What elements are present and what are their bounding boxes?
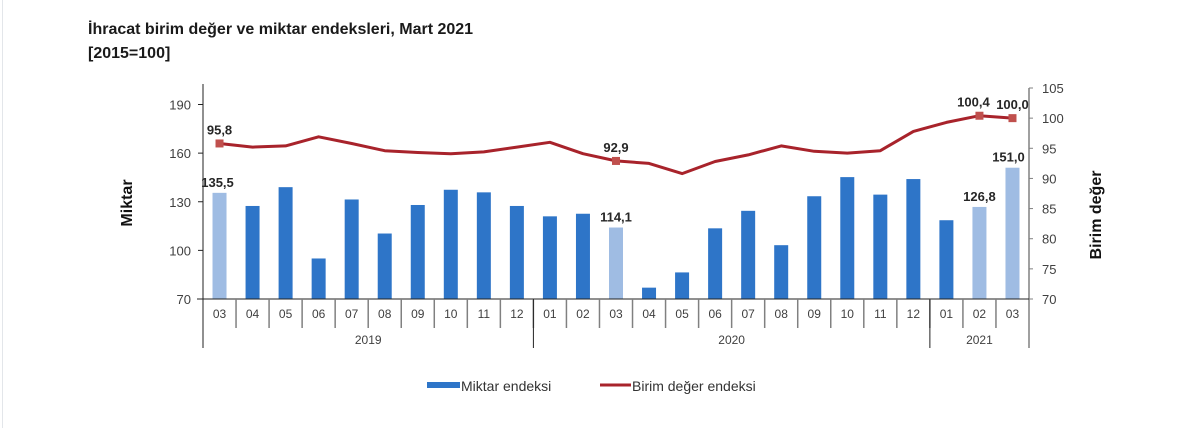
bar-8: [476, 192, 491, 299]
month-label: 09: [808, 307, 822, 321]
right-tick-label: 90: [1042, 171, 1056, 186]
right-tick-label: 80: [1042, 232, 1056, 247]
month-label: 05: [675, 307, 689, 321]
chart-subtitle: [2015=100]: [88, 45, 171, 62]
legend-bar-swatch: [427, 382, 460, 388]
bar-4: [344, 199, 359, 299]
right-tick-label: 70: [1042, 292, 1056, 307]
line-value-label: 95,8: [207, 122, 232, 137]
right-tick-label: 85: [1042, 202, 1056, 217]
right-tick-label: 100: [1042, 111, 1064, 126]
bar-value-label: 151,0: [992, 150, 1025, 165]
month-label: 11: [478, 307, 491, 321]
month-label: 10: [841, 307, 855, 321]
month-label: 08: [775, 307, 789, 321]
line-series-birim-deger: [215, 111, 1017, 176]
month-label: 07: [345, 307, 359, 321]
left-tick-label: 70: [177, 292, 191, 307]
month-label: 01: [543, 307, 557, 321]
bar-14: [675, 272, 690, 299]
bar-16: [741, 210, 756, 299]
bar-22: [939, 220, 954, 299]
year-label: 2020: [718, 333, 745, 347]
month-label: 02: [576, 307, 590, 321]
bar-13: [642, 287, 657, 299]
left-tick-label: 100: [169, 243, 191, 258]
bar-21: [906, 179, 921, 299]
bar-10: [542, 216, 557, 299]
month-label: 12: [510, 307, 524, 321]
bar-7: [443, 189, 458, 299]
bar-12: [609, 227, 623, 299]
bar-9: [509, 205, 524, 299]
bar-1: [245, 205, 260, 299]
bar-6: [410, 204, 425, 299]
right-tick-label: 75: [1042, 262, 1056, 277]
line-marker: [612, 156, 620, 165]
line-marker: [1008, 114, 1017, 123]
month-label: 03: [1006, 307, 1020, 321]
right-tick-label: 105: [1042, 81, 1064, 96]
line-value-label: 100,0: [996, 97, 1029, 112]
year-label: 2019: [355, 333, 382, 347]
month-label: 12: [907, 307, 921, 321]
legend-label-birim-deger: Birim değer endeksi: [632, 378, 756, 394]
bar-5: [377, 233, 392, 299]
month-label: 03: [213, 307, 227, 321]
month-label: 04: [246, 307, 260, 321]
month-label: 04: [642, 307, 656, 321]
left-tick-label: 190: [169, 98, 191, 113]
bar-0: [212, 192, 227, 299]
bar-17: [774, 245, 789, 299]
right-axis-title: Birim değer: [1088, 171, 1105, 260]
month-label: 01: [940, 307, 954, 321]
left-tick-label: 160: [169, 146, 191, 161]
bar-11: [575, 213, 590, 299]
bar-23: [972, 206, 987, 299]
right-tick-label: 95: [1042, 141, 1056, 156]
month-label: 03: [609, 307, 623, 321]
bar-series-miktar: [212, 167, 1020, 299]
bar-20: [873, 194, 888, 299]
bar-15: [708, 228, 723, 299]
left-axis-title: Miktar: [119, 179, 136, 226]
legend: Miktar endeksi Birim değer endeksi: [427, 378, 756, 394]
month-label: 08: [378, 307, 392, 321]
bar-value-label: 135,5: [201, 175, 234, 190]
month-label: 11: [874, 307, 887, 321]
line-value-label: 100,4: [957, 95, 990, 110]
bar-3: [311, 258, 326, 299]
month-label: 10: [444, 307, 458, 321]
bar-24: [1005, 167, 1020, 299]
month-label: 09: [411, 307, 425, 321]
month-label: 05: [279, 307, 293, 321]
line-marker: [975, 111, 984, 120]
chart-title: İhracat birim değer ve miktar endeksleri…: [88, 21, 474, 38]
legend-label-miktar: Miktar endeksi: [461, 378, 551, 394]
month-label: 06: [708, 307, 722, 321]
year-label: 2021: [966, 333, 993, 347]
month-label: 02: [973, 307, 987, 321]
month-label: 07: [741, 307, 755, 321]
line-value-label: 92,9: [603, 140, 628, 155]
month-label: 06: [312, 307, 326, 321]
line-marker: [215, 139, 224, 148]
bar-18: [807, 196, 822, 299]
data-labels: 135,5 114,1 126,8 151,0 95,8 92,9 100,4 100,0: [201, 95, 1029, 225]
left-tick-label: 130: [169, 195, 191, 210]
page-border: [2, 0, 3, 428]
bar-value-label: 114,1: [600, 210, 632, 225]
bar-19: [840, 177, 855, 299]
bar-value-label: 126,8: [963, 189, 996, 204]
bar-2: [278, 187, 293, 299]
